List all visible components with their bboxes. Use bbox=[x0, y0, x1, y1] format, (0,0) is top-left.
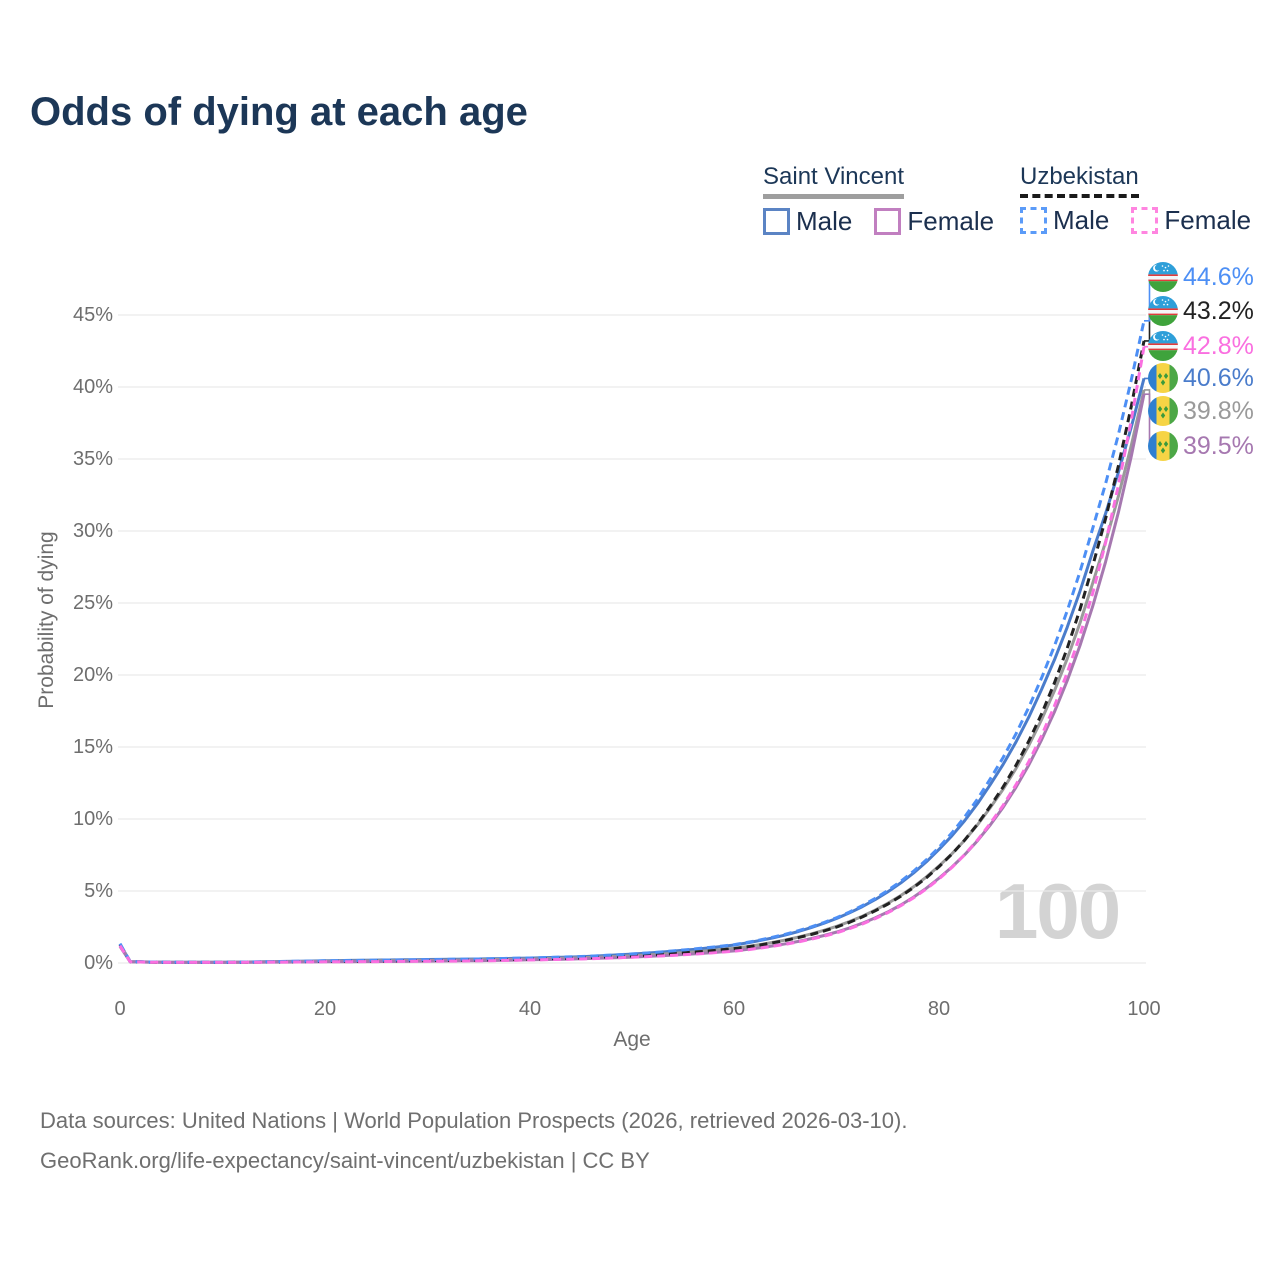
legend-country-saint-vincent: Saint Vincent bbox=[763, 163, 904, 199]
legend-swatch-uz-female-icon bbox=[1131, 207, 1159, 234]
age-watermark: 100 bbox=[995, 867, 1121, 955]
legend-swatch-sv-male-icon bbox=[763, 208, 790, 235]
end-label-value: 42.8% bbox=[1183, 331, 1254, 360]
y-axis-title: Probability of dying bbox=[35, 531, 58, 709]
x-tick-40: 40 bbox=[518, 998, 542, 1020]
end-label-row: 40.6% bbox=[1148, 362, 1254, 394]
y-tick-10: 10% bbox=[72, 808, 113, 830]
end-label-row: 39.8% bbox=[1148, 395, 1254, 427]
uzbekistan-flag-icon bbox=[1148, 296, 1178, 326]
y-tick-40: 40% bbox=[72, 376, 113, 398]
x-tick-60: 60 bbox=[722, 998, 746, 1020]
legend-label-sv-male: Male bbox=[796, 206, 853, 236]
y-tick-5: 5% bbox=[84, 880, 113, 902]
legend-group-saint-vincent: Saint Vincent Male Female bbox=[763, 163, 994, 237]
y-tick-30: 30% bbox=[72, 520, 113, 542]
uzbekistan-flag-icon bbox=[1148, 262, 1178, 292]
end-label-row: 44.6% bbox=[1148, 261, 1254, 293]
end-label-row: 43.2% bbox=[1148, 295, 1254, 327]
legend-group-uzbekistan: Uzbekistan Male Female bbox=[1020, 163, 1251, 236]
x-tick-20: 20 bbox=[313, 998, 337, 1020]
x-axis-title: Age bbox=[613, 1028, 651, 1051]
x-tick-100: 100 bbox=[1127, 998, 1161, 1020]
end-label-value: 39.5% bbox=[1183, 431, 1254, 460]
saint-vincent-flag-icon bbox=[1148, 396, 1178, 426]
uzbekistan-flag-icon bbox=[1148, 331, 1178, 361]
legend-swatch-uz-male-icon bbox=[1020, 207, 1047, 234]
legend-swatch-sv-female-icon bbox=[874, 208, 902, 235]
y-tick-35: 35% bbox=[72, 448, 113, 470]
legend-label-sv-female: Female bbox=[907, 206, 995, 236]
y-tick-0: 0% bbox=[84, 952, 113, 974]
x-tick-0: 0 bbox=[114, 998, 126, 1020]
end-label-value: 44.6% bbox=[1183, 262, 1254, 291]
legend-country-uzbekistan: Uzbekistan bbox=[1020, 163, 1139, 198]
end-label-value: 39.8% bbox=[1183, 396, 1254, 425]
y-tick-25: 25% bbox=[72, 592, 113, 614]
y-tick-15: 15% bbox=[72, 736, 113, 758]
legend-label-uz-male: Male bbox=[1053, 205, 1110, 235]
page-title: Odds of dying at each age bbox=[30, 90, 528, 134]
legend-row-uzbekistan: Male Female bbox=[1020, 205, 1251, 236]
footer-attribution: GeoRank.org/life-expectancy/saint-vincen… bbox=[40, 1148, 650, 1173]
end-label-value: 40.6% bbox=[1183, 363, 1254, 392]
end-label-row: 39.5% bbox=[1148, 430, 1254, 462]
y-tick-20: 20% bbox=[72, 664, 113, 686]
saint-vincent-flag-icon bbox=[1148, 431, 1178, 461]
legend-label-uz-female: Female bbox=[1164, 205, 1252, 235]
y-tick-45: 45% bbox=[72, 304, 113, 326]
saint-vincent-flag-icon bbox=[1148, 363, 1178, 393]
footer-data-sources: Data sources: United Nations | World Pop… bbox=[40, 1108, 908, 1133]
x-tick-80: 80 bbox=[927, 998, 951, 1020]
legend-row-saint-vincent: Male Female bbox=[763, 206, 994, 237]
end-label-row: 42.8% bbox=[1148, 330, 1254, 362]
end-label-value: 43.2% bbox=[1183, 296, 1254, 325]
